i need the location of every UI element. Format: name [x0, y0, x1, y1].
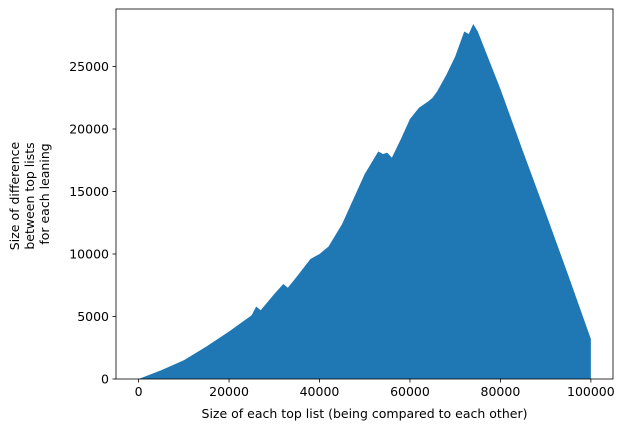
y-tick-label: 15000 [69, 184, 109, 199]
y-tick-label: 5000 [77, 309, 109, 324]
x-tick-label: 20000 [209, 384, 249, 399]
y-axis-label-line-2: between top lists [22, 142, 37, 249]
plot-area [138, 24, 591, 379]
y-axis-ticks: 0 5000 10000 15000 20000 25000 [69, 59, 116, 387]
y-axis-label-line-3: for each leaning [37, 143, 52, 244]
x-axis-label: Size of each top list (being compared to… [202, 406, 528, 421]
x-tick-label: 60000 [390, 384, 430, 399]
axes-frame [115, 8, 614, 380]
x-axis-ticks: 0 20000 40000 60000 80000 100000 [135, 379, 615, 399]
area-series [138, 24, 591, 379]
y-tick-label: 25000 [69, 59, 109, 74]
y-tick-label: 20000 [69, 122, 109, 137]
y-tick-label: 10000 [69, 247, 109, 262]
x-tick-label: 100000 [567, 384, 615, 399]
x-tick-label: 80000 [481, 384, 521, 399]
y-axis-label-line-1: Size of difference [7, 141, 22, 250]
x-tick-label: 0 [135, 384, 143, 399]
x-tick-label: 40000 [300, 384, 340, 399]
y-tick-label: 0 [101, 372, 109, 387]
y-axis-label: Size of difference between top lists for… [7, 138, 52, 250]
